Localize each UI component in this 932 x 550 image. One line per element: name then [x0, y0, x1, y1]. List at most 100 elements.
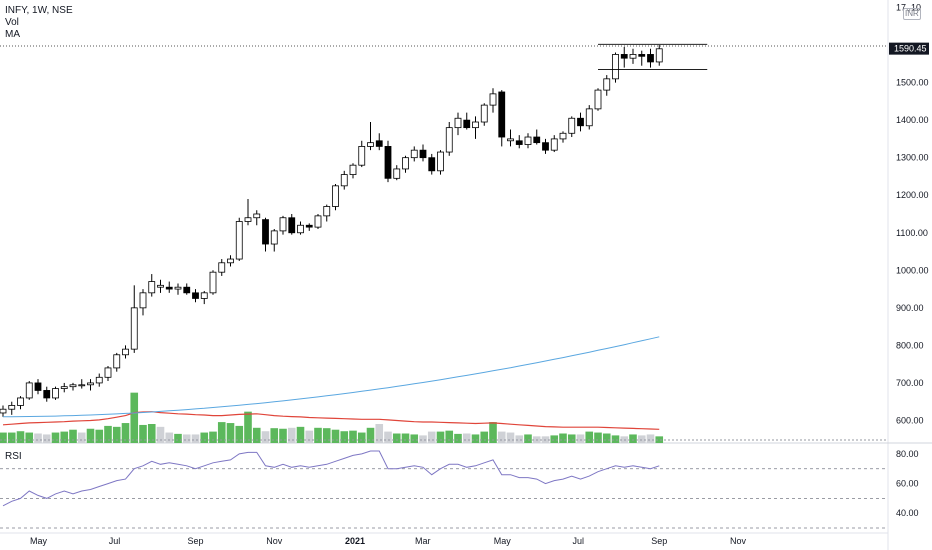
candle-body	[577, 117, 584, 127]
volume-bar	[182, 434, 191, 443]
volume-bar	[515, 435, 524, 443]
candle-body	[297, 224, 304, 234]
time-tick-label: May	[494, 536, 512, 546]
volume-bar	[524, 434, 532, 443]
time-tick-label: Sep	[651, 536, 667, 546]
volume-bar	[550, 435, 559, 443]
volume-bar	[629, 434, 637, 443]
volume-bar	[322, 428, 331, 443]
volume-bar	[174, 433, 182, 443]
price-tick-label: 1100.00	[896, 228, 928, 238]
candle-body	[104, 367, 112, 378]
volume-bar	[594, 432, 602, 443]
volume-bar	[410, 434, 419, 443]
candle-body	[87, 382, 94, 386]
volume-bar	[112, 426, 121, 443]
volume-bar	[270, 428, 279, 443]
volume-bar	[567, 434, 576, 443]
candle-body	[209, 271, 217, 294]
volume-bar	[252, 427, 261, 443]
candle-body	[472, 121, 479, 129]
volume-bar	[95, 429, 104, 443]
volume-bar	[139, 424, 147, 443]
candle-body	[235, 221, 243, 260]
volume-bar	[296, 426, 305, 443]
candle-body	[629, 54, 637, 59]
candle-body	[305, 224, 313, 228]
candle-body	[270, 230, 278, 245]
candle-body	[524, 136, 532, 145]
volume-bar	[235, 425, 244, 443]
candle-body	[157, 284, 164, 288]
currency-badge[interactable]: INR	[903, 8, 921, 20]
volume-bar	[200, 432, 209, 443]
volume-bar	[156, 426, 165, 443]
price-candles	[0, 45, 663, 417]
volume-bar	[217, 422, 226, 443]
candle-body	[122, 348, 129, 356]
candle-body	[419, 149, 427, 159]
price-tick-label: 1300.00	[896, 153, 929, 163]
volume-bar	[445, 430, 454, 443]
candle-body	[603, 78, 611, 91]
candle-body	[279, 217, 287, 232]
candle-body	[542, 142, 549, 151]
candle-body	[192, 292, 199, 299]
candle-body	[375, 140, 383, 147]
candle-body	[480, 104, 488, 123]
volume-ma-line	[2, 411, 660, 430]
volume-bar	[42, 434, 51, 443]
rsi-indicator-label[interactable]: RSI	[5, 451, 22, 462]
candle-body	[559, 132, 567, 140]
candle-body	[288, 217, 296, 234]
volume-bar	[287, 427, 296, 443]
candle-body	[218, 262, 226, 273]
candle-body	[8, 405, 16, 410]
candle-body	[244, 217, 252, 222]
volume-bar	[392, 433, 401, 443]
ma-indicator-label[interactable]: MA	[5, 29, 20, 40]
volume-bar	[331, 429, 340, 443]
volume-bar	[147, 424, 156, 443]
time-tick-label: Nov	[266, 536, 283, 546]
candle-body	[655, 48, 663, 63]
candle-body	[200, 292, 208, 299]
volume-bar	[401, 433, 410, 443]
volume-bar	[121, 423, 130, 443]
candle-body	[227, 258, 234, 264]
volume-bar	[375, 424, 384, 443]
rsi-line	[2, 450, 660, 507]
last-price-value: 1590.45	[894, 44, 927, 54]
volume-bar	[244, 411, 252, 443]
volume-bar	[419, 435, 427, 443]
volume-bar	[497, 431, 506, 443]
time-tick-label: Sep	[188, 536, 204, 546]
candle-body	[34, 382, 42, 391]
candle-body	[17, 397, 24, 406]
volume-bar	[357, 432, 366, 443]
candle-body	[463, 119, 471, 129]
candle-body	[358, 146, 366, 166]
volume-bar	[69, 429, 77, 443]
candle-body	[323, 206, 331, 217]
price-ma-line	[3, 336, 660, 418]
rsi-tick-label: 40.00	[896, 508, 919, 518]
candle-body	[95, 376, 103, 384]
volume-bar	[454, 433, 462, 443]
candle-body	[183, 286, 191, 294]
volume-bar	[655, 436, 664, 443]
chart-legend: INFY, 1W, NSE Vol MA	[5, 5, 73, 41]
symbol-title[interactable]: INFY, 1W, NSE	[5, 5, 73, 16]
volume-bar	[646, 434, 655, 443]
time-tick-label: 2021	[345, 536, 365, 546]
candle-body	[148, 281, 156, 294]
candle-body	[25, 382, 33, 399]
candle-body	[332, 185, 339, 207]
volume-bar	[261, 431, 270, 443]
candle-body	[568, 117, 576, 134]
volume-indicator-label[interactable]: Vol	[5, 17, 19, 28]
volume-bar	[51, 432, 60, 443]
candle-body	[43, 390, 51, 399]
price-tick-label: 1500.00	[896, 78, 929, 88]
